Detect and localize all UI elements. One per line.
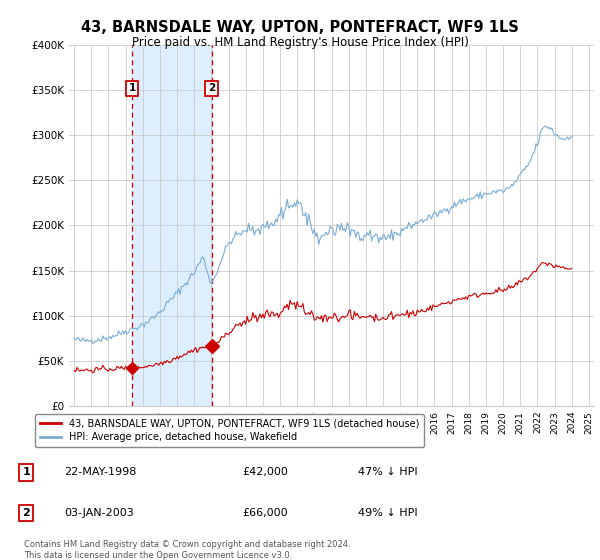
Text: £66,000: £66,000 bbox=[242, 508, 288, 518]
Bar bbox=[132, 45, 212, 406]
Text: 1: 1 bbox=[128, 83, 136, 93]
Text: 2: 2 bbox=[23, 508, 30, 518]
Text: 43, BARNSDALE WAY, UPTON, PONTEFRACT, WF9 1LS: 43, BARNSDALE WAY, UPTON, PONTEFRACT, WF… bbox=[81, 20, 519, 35]
Text: £42,000: £42,000 bbox=[242, 468, 288, 478]
Text: 03-JAN-2003: 03-JAN-2003 bbox=[64, 508, 134, 518]
Text: 47% ↓ HPI: 47% ↓ HPI bbox=[358, 468, 417, 478]
Text: Price paid vs. HM Land Registry's House Price Index (HPI): Price paid vs. HM Land Registry's House … bbox=[131, 36, 469, 49]
Legend: 43, BARNSDALE WAY, UPTON, PONTEFRACT, WF9 1LS (detached house), HPI: Average pri: 43, BARNSDALE WAY, UPTON, PONTEFRACT, WF… bbox=[35, 414, 424, 447]
Text: 2: 2 bbox=[208, 83, 215, 93]
Text: 22-MAY-1998: 22-MAY-1998 bbox=[64, 468, 136, 478]
Text: Contains HM Land Registry data © Crown copyright and database right 2024.
This d: Contains HM Land Registry data © Crown c… bbox=[24, 540, 350, 560]
Text: 1: 1 bbox=[23, 468, 30, 478]
Text: 49% ↓ HPI: 49% ↓ HPI bbox=[358, 508, 417, 518]
